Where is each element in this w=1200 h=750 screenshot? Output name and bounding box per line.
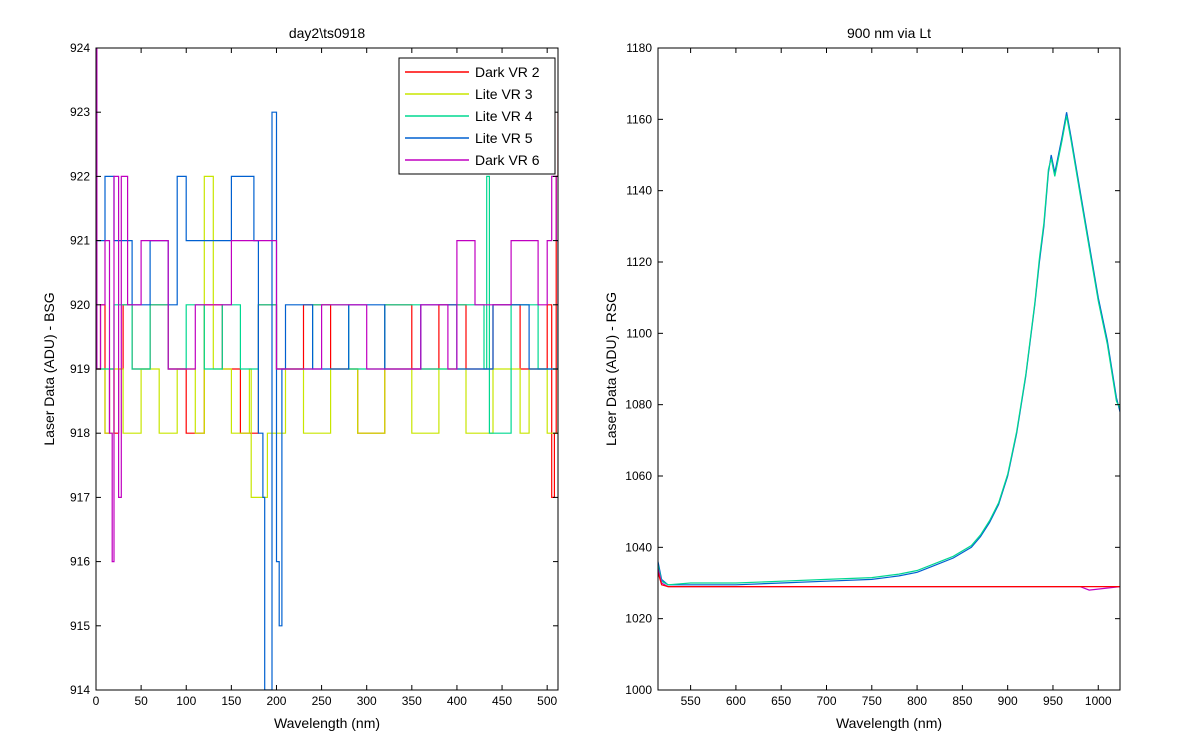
right-ytick-label: 1120 [626,255,652,269]
right-series-group [658,112,1120,591]
right-xtick-label: 750 [862,694,882,708]
right-ytick-label: 1160 [626,112,652,126]
right-ytick-label: 1100 [626,326,652,340]
left-xtick-label: 500 [537,694,557,708]
left-ylabel: Laser Data (ADU) - BSG [41,292,57,445]
left-legend-label-1: Dark VR 2 [475,64,540,80]
right-ytick-label: 1000 [625,683,652,697]
left-xtick-label: 450 [492,694,512,708]
right-xtick-label: 950 [1043,694,1063,708]
left-xlabel: Wavelength (nm) [274,715,380,731]
right-chart-title: 900 nm via Lt [847,25,931,41]
left-xtick-label: 250 [312,694,332,708]
chart-left: day2\ts0918 0 50 100 150 200 250 300 350 400 450 50… [41,25,559,731]
right-ytick-label: 1180 [626,41,652,55]
left-ytick-label: 916 [70,555,90,569]
left-ytick-label: 919 [70,362,90,376]
right-xlabel: Wavelength (nm) [836,715,942,731]
right-xtick-label: 600 [726,694,746,708]
right-xtick-label: 700 [816,694,836,708]
left-xtick-label: 0 [93,694,100,708]
left-ytick-label: 914 [70,683,90,697]
left-ytick-label: 915 [70,619,90,633]
left-legend-label-5: Dark VR 6 [475,152,540,168]
left-chart-title: day2\ts0918 [289,25,365,41]
left-legend-label-2: Lite VR 3 [475,86,533,102]
left-legend-label-4: Lite VR 5 [475,130,533,146]
chart-right: 900 nm via Lt 550 600 650 700 750 800 850 900 950… [603,25,1121,731]
right-ytick-label: 1140 [626,184,652,198]
right-series-2-line [658,115,1120,586]
left-xtick-label: 300 [357,694,377,708]
left-ytick-label: 922 [70,169,90,183]
left-series-2-line [96,175,558,498]
left-xtick-label: 400 [447,694,467,708]
left-ytick-label: 918 [70,426,90,440]
right-xtick-label: 900 [998,694,1018,708]
left-series-group [96,48,558,690]
right-ytick-label: 1020 [625,612,652,626]
right-ylabel: Laser Data (ADU) - RSG [603,292,619,446]
right-axes-box [657,47,1121,691]
left-ytick-label: 920 [70,298,90,312]
left-xtick-label: 50 [134,694,148,708]
left-xtick-label: 350 [402,694,422,708]
left-xtick-label: 200 [266,694,286,708]
right-xtick-label: 850 [952,694,972,708]
right-xtick-label: 1000 [1085,694,1112,708]
left-ytick-label: 923 [70,105,90,119]
left-ytick-label: 917 [70,490,90,504]
right-xtick-label: 550 [681,694,701,708]
right-series-4-line [658,572,1120,588]
left-series-5-line [96,48,558,563]
left-ytick-label: 924 [70,41,90,55]
left-ytick-label: 921 [70,234,90,248]
left-xtick-label: 150 [221,694,241,708]
right-ytick-label: 1040 [625,540,652,554]
left-legend-label-3: Lite VR 4 [475,108,533,124]
right-ytick-label: 1080 [625,398,652,412]
right-ytick-label: 1060 [625,469,652,483]
right-xtick-label: 650 [771,694,791,708]
left-xtick-label: 100 [176,694,196,708]
right-xtick-label: 800 [907,694,927,708]
